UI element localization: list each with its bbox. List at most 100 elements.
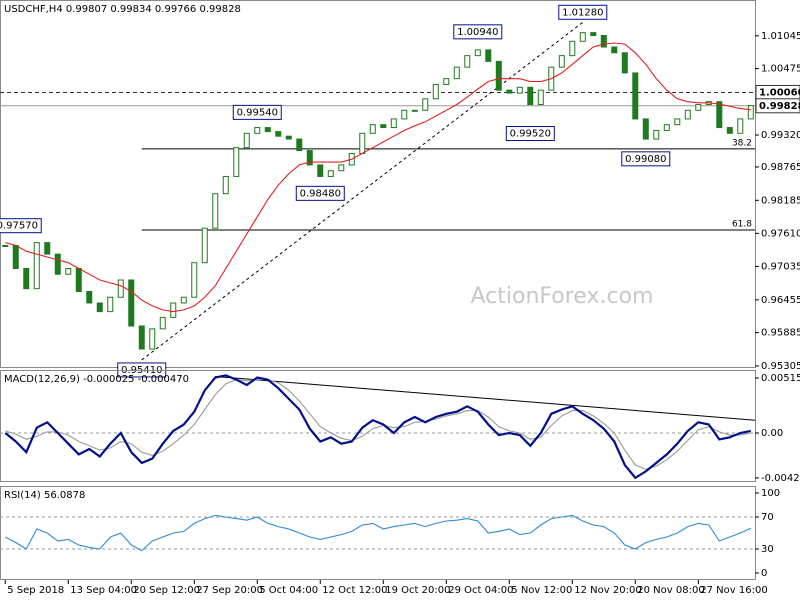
- x-tick-label: 19 Oct 20:00: [385, 585, 450, 596]
- annotation-label: 1.01280: [562, 7, 603, 18]
- candle: [264, 127, 271, 133]
- candle: [201, 227, 208, 264]
- annotation-label: 0.98480: [300, 188, 341, 199]
- candle: [65, 267, 72, 275]
- annotation-box: [505, 126, 555, 142]
- x-tick-label: 27 Nov 16:00: [700, 585, 767, 596]
- x-tick-label: 12 Nov 20:00: [574, 585, 641, 596]
- candle: [579, 32, 586, 42]
- y-tick-label: 0.99320: [761, 130, 800, 141]
- x-tick-label: 5 Oct 04:00: [259, 585, 318, 596]
- y-tick-label: 0: [761, 568, 767, 579]
- price-level-box: [755, 98, 800, 114]
- candle: [590, 32, 597, 37]
- candle: [233, 147, 240, 177]
- candle: [107, 296, 114, 313]
- candle: [12, 244, 19, 269]
- candle: [422, 98, 429, 111]
- panel-title: RSI(14) 56.0878: [4, 490, 85, 501]
- candle: [453, 66, 460, 80]
- panel-frame: [0, 0, 756, 368]
- y-tick-label: 0.96455: [761, 295, 800, 306]
- y-tick-label: 0.98765: [761, 162, 800, 173]
- annotation-box: [117, 362, 167, 378]
- y-tick-label: 0.00: [761, 428, 783, 439]
- candle: [569, 40, 576, 57]
- y-tick-label: -0.004209: [761, 473, 800, 484]
- y-tick-label: 0.97610: [761, 228, 800, 239]
- candle: [222, 175, 229, 195]
- annotation-box: [453, 24, 503, 40]
- series-line: [5, 379, 751, 470]
- candle: [317, 164, 324, 177]
- candle: [506, 89, 513, 94]
- y-tick-label: 0.97035: [761, 261, 800, 272]
- candle: [285, 135, 292, 140]
- fib-label: 38.2: [732, 138, 752, 148]
- trendline: [141, 21, 584, 361]
- panel-frame: [0, 370, 756, 482]
- candle: [75, 267, 82, 292]
- annotation-box: [558, 4, 608, 20]
- y-tick-label: 100: [761, 488, 780, 499]
- candle: [359, 132, 366, 154]
- candle: [23, 267, 30, 290]
- price-level-label: 1.00060: [759, 87, 800, 98]
- candle: [695, 104, 702, 111]
- annotation-label: 0.99080: [625, 154, 666, 165]
- y-tick-label: 1.00475: [761, 64, 800, 75]
- candle: [86, 290, 93, 304]
- annotation-label: 0.99540: [237, 107, 278, 118]
- candle: [327, 170, 334, 177]
- x-tick-label: 29 Oct 04:00: [448, 585, 513, 596]
- candle: [306, 150, 313, 166]
- series-line: [4, 374, 752, 480]
- candle: [296, 138, 303, 152]
- price-level-label: 0.99828: [759, 101, 800, 112]
- candle: [485, 49, 492, 62]
- candle: [338, 164, 345, 172]
- panel-title: MACD(12,26,9) -0.000025 -0.000470: [4, 374, 189, 385]
- fib-label: 61.8: [732, 219, 752, 229]
- x-tick-label: 13 Sep 04:00: [70, 585, 137, 596]
- candle: [495, 60, 502, 91]
- x-tick-label: 12 Oct 12:00: [322, 585, 387, 596]
- candle: [516, 86, 523, 94]
- candle: [128, 279, 135, 327]
- candle: [212, 193, 219, 229]
- candle: [117, 279, 124, 298]
- candle: [642, 118, 649, 140]
- candle: [2, 244, 9, 247]
- y-tick-label: 30: [761, 544, 774, 555]
- candle: [716, 101, 723, 129]
- x-tick-label: 20 Nov 08:00: [637, 585, 704, 596]
- candle: [149, 328, 156, 350]
- candle: [254, 127, 261, 134]
- annotation-label: 0.99520: [510, 129, 551, 140]
- candle: [674, 118, 681, 126]
- candle: [632, 72, 639, 120]
- series-line: [5, 42, 751, 313]
- x-tick-label: 5 Nov 12:00: [511, 585, 572, 596]
- annotation-label: 1.00940: [457, 27, 498, 38]
- watermark: ActionForex.com: [471, 284, 654, 309]
- candle: [170, 302, 177, 318]
- candle: [527, 86, 534, 106]
- candle: [653, 129, 660, 140]
- candle: [138, 325, 145, 350]
- y-tick-label: 0.95885: [761, 328, 800, 339]
- candle: [243, 132, 250, 149]
- x-tick-label: 5 Sep 2018: [7, 585, 64, 596]
- candle: [611, 46, 618, 54]
- candle: [401, 109, 408, 120]
- candle: [737, 118, 744, 134]
- panel-title: USDCHF,H4 0.99807 0.99834 0.99766 0.9982…: [4, 4, 241, 15]
- annotation-box: [295, 185, 345, 201]
- y-tick-label: 0.95305: [761, 361, 800, 372]
- series-line: [5, 514, 752, 552]
- candle: [390, 118, 397, 129]
- candle: [684, 109, 691, 120]
- candle: [159, 316, 166, 330]
- candle: [558, 55, 565, 68]
